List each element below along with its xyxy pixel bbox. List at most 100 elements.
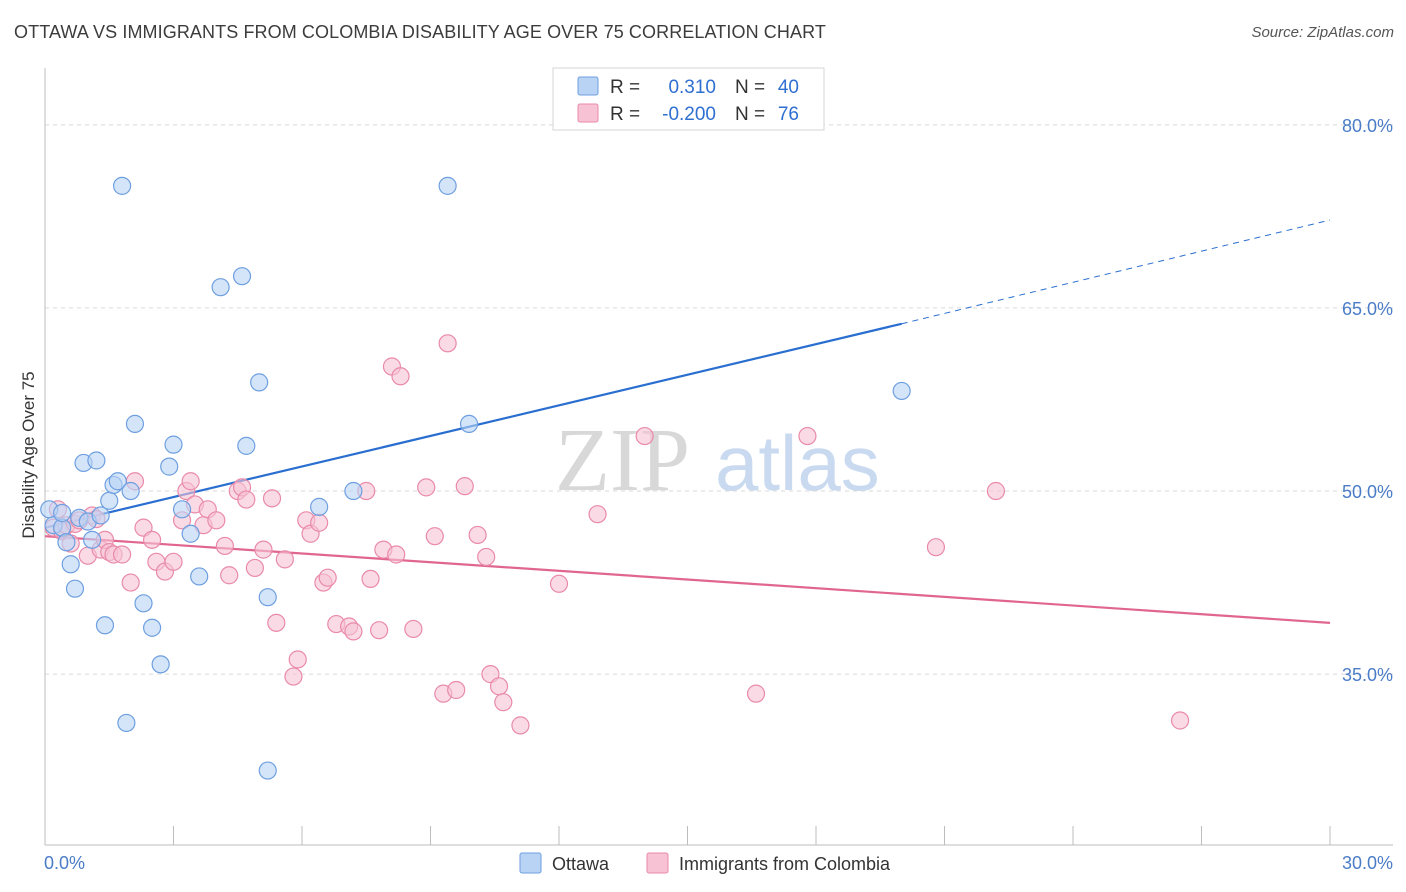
bottom-legend-swatch-ottawa (519, 852, 542, 874)
colombia-point-61 (447, 680, 466, 700)
colombia-point-67 (494, 693, 513, 712)
colombia-point-33 (237, 490, 256, 509)
colombia-point-43 (310, 513, 329, 532)
colombia-point-73 (798, 426, 817, 446)
colombia-point-28 (207, 511, 226, 530)
colombia-point-55 (391, 367, 410, 386)
ottawa-point-14 (100, 491, 119, 510)
colombia-point-58 (425, 527, 444, 546)
bottom-legend-colombia: Immigrants from Colombia (679, 854, 891, 874)
ottawa-point-4 (57, 533, 76, 552)
ottawa-point-18 (117, 713, 136, 733)
colombia-point-37 (267, 613, 286, 632)
legend-r-label-2: R = (610, 104, 640, 125)
colombia-point-76 (1170, 711, 1190, 730)
ottawa-point-36 (344, 481, 363, 501)
colombia-point-56 (404, 619, 423, 639)
colombia-point-69 (549, 574, 569, 593)
colombia-point-30 (220, 566, 239, 585)
colombia-point-24 (181, 472, 200, 491)
ottawa-trend-extension (901, 219, 1331, 325)
colombia-point-39 (284, 667, 303, 686)
ottawa-point-25 (164, 435, 183, 454)
colombia-point-70 (588, 505, 607, 524)
ottawa-point-24 (160, 457, 179, 476)
axes: 80.0% 65.0% 50.0% 35.0% (44, 68, 1393, 846)
y-axis-label: Disability Age Over 75 (19, 371, 38, 538)
ottawa-point-31 (237, 436, 256, 455)
colombia-point-63 (468, 525, 487, 545)
y-tick-label-2: 50.0% (1342, 482, 1393, 502)
ottawa-point-10 (83, 530, 102, 549)
ottawa-point-26 (172, 500, 192, 519)
colombia-point-74 (926, 538, 946, 557)
colombia-point-15 (121, 573, 140, 592)
chart-title: OTTAWA VS IMMIGRANTS FROM COLOMBIA DISAB… (14, 22, 826, 42)
colombia-trend-line (44, 535, 1331, 624)
legend-swatch-ottawa (577, 76, 599, 96)
colombia-point-40 (288, 650, 307, 669)
ottawa-point-23 (151, 655, 170, 674)
colombia-point-54 (387, 545, 406, 564)
legend-box: R = 0.310 N = 40 R = -0.200 N = 76 (552, 67, 825, 131)
grid-lines (45, 124, 1393, 675)
colombia-point-68 (511, 716, 530, 735)
legend-r-value-1: 0.310 (668, 77, 716, 98)
colombia-point-29 (215, 536, 234, 556)
colombia-point-48 (344, 622, 363, 641)
colombia-point-35 (254, 540, 273, 559)
ottawa-point-28 (190, 567, 209, 586)
ottawa-point-35 (310, 497, 329, 516)
ottawa-point-19 (121, 481, 140, 501)
colombia-point-62 (455, 477, 474, 496)
bottom-legend: Ottawa Immigrants from Colombia (519, 852, 891, 874)
watermark-atlas: atlas (715, 419, 880, 507)
colombia-point-57 (417, 478, 436, 497)
colombia-point-14 (112, 545, 132, 564)
ottawa-point-17 (112, 176, 132, 195)
legend-n-value-2: 76 (778, 104, 799, 125)
ottawa-point-6 (65, 579, 85, 598)
ottawa-point-5 (61, 555, 80, 574)
colombia-point-34 (245, 558, 264, 578)
ottawa-point-13 (95, 616, 115, 635)
ottawa-point-22 (142, 618, 162, 637)
legend-r-label-1: R = (610, 77, 640, 98)
ottawa-point-39 (892, 381, 911, 401)
colombia-point-36 (262, 489, 282, 508)
data-points (40, 176, 1190, 780)
ottawa-point-33 (258, 588, 277, 607)
ottawa-point-11 (87, 451, 106, 470)
legend-n-value-1: 40 (778, 77, 799, 98)
ottawa-point-29 (211, 278, 230, 297)
ottawa-point-16 (108, 472, 127, 491)
ottawa-point-3 (53, 503, 72, 523)
watermark-zip: ZIP (555, 411, 690, 510)
colombia-point-51 (370, 621, 389, 640)
legend-swatch-colombia (577, 103, 599, 123)
colombia-point-64 (477, 547, 496, 567)
y-tick-label-3: 35.0% (1342, 665, 1393, 685)
bottom-legend-swatch-colombia (646, 852, 669, 874)
colombia-point-21 (164, 552, 183, 571)
colombia-point-66 (489, 677, 509, 696)
colombia-point-72 (746, 684, 766, 703)
x-tick-label-min: 0.0% (44, 853, 85, 873)
ottawa-point-20 (125, 414, 145, 433)
legend-n-label-1: N = (735, 77, 765, 98)
ottawa-point-30 (232, 267, 252, 286)
ottawa-point-37 (438, 176, 457, 195)
y-tick-label-0: 80.0% (1342, 116, 1393, 136)
x-tick-label-max: 30.0% (1342, 853, 1393, 873)
colombia-point-71 (635, 426, 654, 446)
y-tick-label-1: 65.0% (1342, 299, 1393, 319)
colombia-point-45 (318, 568, 337, 587)
ottawa-point-34 (258, 761, 277, 780)
ottawa-point-12 (91, 506, 110, 525)
legend-n-label-2: N = (735, 104, 765, 125)
colombia-point-18 (142, 530, 162, 549)
colombia-point-60 (438, 334, 457, 353)
colombia-point-75 (986, 481, 1006, 501)
bottom-legend-ottawa: Ottawa (552, 854, 610, 874)
